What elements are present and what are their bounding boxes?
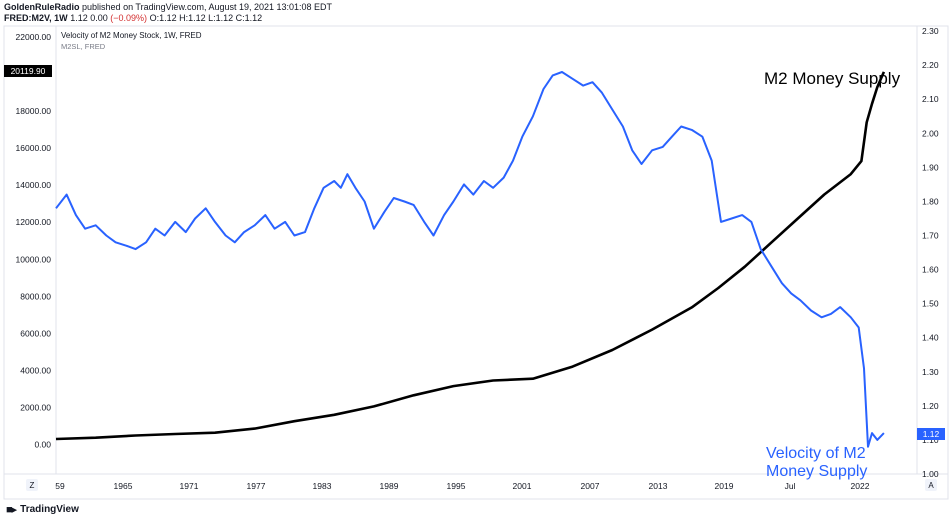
right-axis-tick-label: 1.40 [922, 333, 939, 343]
legend-subtitle: M2SL, FRED [61, 42, 106, 51]
symbol-label: FRED:M2V, 1W [4, 13, 68, 23]
right-axis-ticks: 1.001.101.201.301.401.501.601.701.801.90… [922, 26, 939, 479]
time-axis-tick-label: 2013 [649, 481, 668, 491]
time-axis-tick-label: 1983 [313, 481, 332, 491]
time-axis-tick-label: 1971 [180, 481, 199, 491]
tradingview-logo-icon: ■▸ [6, 504, 17, 516]
left-scale-button[interactable]: Z [26, 479, 38, 491]
time-axis-tick-label: 1989 [380, 481, 399, 491]
velocity-price-tag-text: 1.12 [923, 429, 940, 439]
right-axis-tick-label: 2.20 [922, 60, 939, 70]
left-axis-tick-label: 2000.00 [20, 402, 51, 412]
change-percent: (−0.09%) [110, 13, 148, 23]
left-axis-tick-label: 12000.00 [16, 217, 52, 227]
left-axis-tick-label: 14000.00 [16, 180, 52, 190]
ohlc-values: O:1.12 H:1.12 L:1.12 C:1.12 [149, 13, 263, 23]
chart-svg[interactable]: 0.00 2000.00 4000.00 6000.00 8000.00 10000.00… [0, 0, 952, 500]
m2-annotation: M2 Money Supply [764, 69, 901, 88]
right-axis-tick-label: 1.60 [922, 265, 939, 275]
left-axis-ticks: 0.00 2000.00 4000.00 6000.00 8000.00 10000.00… [16, 32, 52, 449]
left-axis-tick-label: 4000.00 [20, 365, 51, 375]
left-axis-tick-label: 10000.00 [16, 254, 52, 264]
right-axis-tick-label: 1.70 [922, 231, 939, 241]
time-axis-tick-label: 2019 [715, 481, 734, 491]
left-axis-tick-label: 22000.00 [16, 32, 52, 42]
right-axis-tick-label: 1.30 [922, 367, 939, 377]
time-axis-tick-label: 59 [55, 481, 65, 491]
left-axis-tick-label: 6000.00 [20, 328, 51, 338]
ohlc-line: FRED:M2V, 1W 1.12 0.00 (−0.09%) O:1.12 H… [4, 13, 262, 23]
publish-info: GoldenRuleRadio published on TradingView… [4, 2, 332, 12]
author-name: GoldenRuleRadio [4, 2, 80, 12]
velocity-price-tag: 1.12 [917, 428, 945, 440]
right-axis-tick-label: 1.20 [922, 401, 939, 411]
right-axis-tick-label: 1.50 [922, 299, 939, 309]
right-axis-tick-label: 2.30 [922, 26, 939, 36]
series-line-m2v [55, 71, 885, 448]
left-axis-tick-label: 18000.00 [16, 106, 52, 116]
legend-title: Velocity of M2 Money Stock, 1W, FRED [61, 31, 202, 40]
footer-brand[interactable]: ■▸ TradingView [6, 503, 79, 516]
left-axis-tick-label: 16000.00 [16, 143, 52, 153]
auto-scale-button-label: A [928, 481, 934, 490]
right-axis-tick-label: 1.90 [922, 162, 939, 172]
right-axis-tick-label: 1.80 [922, 196, 939, 206]
m2-price-tag: 20119.90 [4, 65, 52, 77]
time-axis-tick-label: 2022 [851, 481, 870, 491]
time-axis-tick-label: 1977 [247, 481, 266, 491]
left-axis-tick-label: 0.00 [34, 439, 51, 449]
footer-brand-text: TradingView [20, 504, 79, 515]
time-axis-tick-label: Jul [785, 481, 796, 491]
time-axis-tick-label: 1965 [114, 481, 133, 491]
auto-scale-button[interactable]: A [925, 479, 937, 491]
last-price: 1.12 0.00 [70, 13, 108, 23]
right-axis-tick-label: 1.00 [922, 469, 939, 479]
right-axis-tick-label: 2.10 [922, 94, 939, 104]
velocity-annotation-line1: Velocity of M2 [766, 445, 866, 462]
time-axis-tick-label: 2001 [513, 481, 532, 491]
left-scale-button-label: Z [30, 481, 35, 490]
time-axis-tick-label: 2007 [581, 481, 600, 491]
left-axis-tick-label: 8000.00 [20, 291, 51, 301]
publish-text: published on TradingView.com, August 19,… [82, 2, 333, 12]
series-line-m2 [55, 71, 886, 441]
right-axis-tick-label: 2.00 [922, 128, 939, 138]
m2-price-tag-text: 20119.90 [11, 66, 46, 76]
time-axis-ticks: 59 1965 1971 1977 1983 1989 1995 2001 2007 2013 20… [55, 481, 869, 491]
chart-frame [3, 25, 949, 500]
velocity-annotation-line2: Money Supply [766, 463, 867, 480]
time-axis-tick-label: 1995 [447, 481, 466, 491]
